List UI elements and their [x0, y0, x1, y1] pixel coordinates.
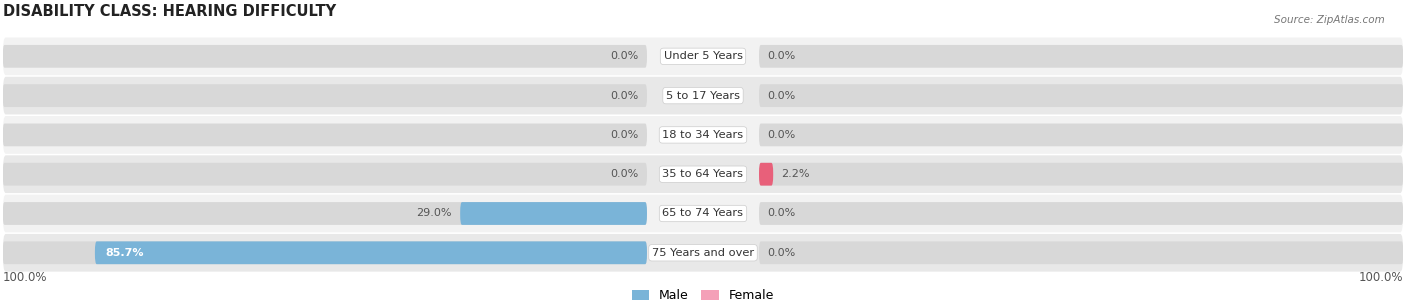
- Text: 0.0%: 0.0%: [610, 169, 638, 179]
- FancyBboxPatch shape: [759, 202, 1403, 225]
- Text: 29.0%: 29.0%: [416, 209, 451, 218]
- FancyBboxPatch shape: [759, 45, 1403, 68]
- FancyBboxPatch shape: [3, 234, 1403, 272]
- Text: DISABILITY CLASS: HEARING DIFFICULTY: DISABILITY CLASS: HEARING DIFFICULTY: [3, 4, 336, 19]
- FancyBboxPatch shape: [759, 84, 1403, 107]
- Text: 35 to 64 Years: 35 to 64 Years: [662, 169, 744, 179]
- FancyBboxPatch shape: [3, 155, 1403, 193]
- Text: 75 Years and over: 75 Years and over: [652, 248, 754, 258]
- Text: 0.0%: 0.0%: [768, 91, 796, 101]
- Text: 0.0%: 0.0%: [768, 248, 796, 258]
- Text: 0.0%: 0.0%: [768, 209, 796, 218]
- FancyBboxPatch shape: [3, 38, 1403, 75]
- Text: 2.2%: 2.2%: [782, 169, 810, 179]
- Text: 65 to 74 Years: 65 to 74 Years: [662, 209, 744, 218]
- Text: 0.0%: 0.0%: [610, 130, 638, 140]
- FancyBboxPatch shape: [3, 124, 647, 146]
- Text: 100.0%: 100.0%: [3, 271, 48, 284]
- Text: 18 to 34 Years: 18 to 34 Years: [662, 130, 744, 140]
- FancyBboxPatch shape: [3, 116, 1403, 154]
- FancyBboxPatch shape: [759, 163, 773, 186]
- Text: 100.0%: 100.0%: [1358, 271, 1403, 284]
- Text: 0.0%: 0.0%: [768, 51, 796, 61]
- FancyBboxPatch shape: [3, 45, 647, 68]
- Legend: Male, Female: Male, Female: [627, 284, 779, 305]
- Text: 0.0%: 0.0%: [610, 91, 638, 101]
- FancyBboxPatch shape: [3, 77, 1403, 114]
- FancyBboxPatch shape: [3, 202, 647, 225]
- FancyBboxPatch shape: [759, 124, 1403, 146]
- Text: 5 to 17 Years: 5 to 17 Years: [666, 91, 740, 101]
- Text: 0.0%: 0.0%: [768, 130, 796, 140]
- FancyBboxPatch shape: [3, 195, 1403, 232]
- FancyBboxPatch shape: [759, 163, 1403, 186]
- FancyBboxPatch shape: [3, 163, 647, 186]
- FancyBboxPatch shape: [3, 241, 647, 264]
- FancyBboxPatch shape: [759, 241, 1403, 264]
- FancyBboxPatch shape: [94, 241, 647, 264]
- Text: 85.7%: 85.7%: [105, 248, 143, 258]
- FancyBboxPatch shape: [3, 84, 647, 107]
- Text: 0.0%: 0.0%: [610, 51, 638, 61]
- Text: Source: ZipAtlas.com: Source: ZipAtlas.com: [1274, 15, 1385, 25]
- FancyBboxPatch shape: [460, 202, 647, 225]
- Text: Under 5 Years: Under 5 Years: [664, 51, 742, 61]
